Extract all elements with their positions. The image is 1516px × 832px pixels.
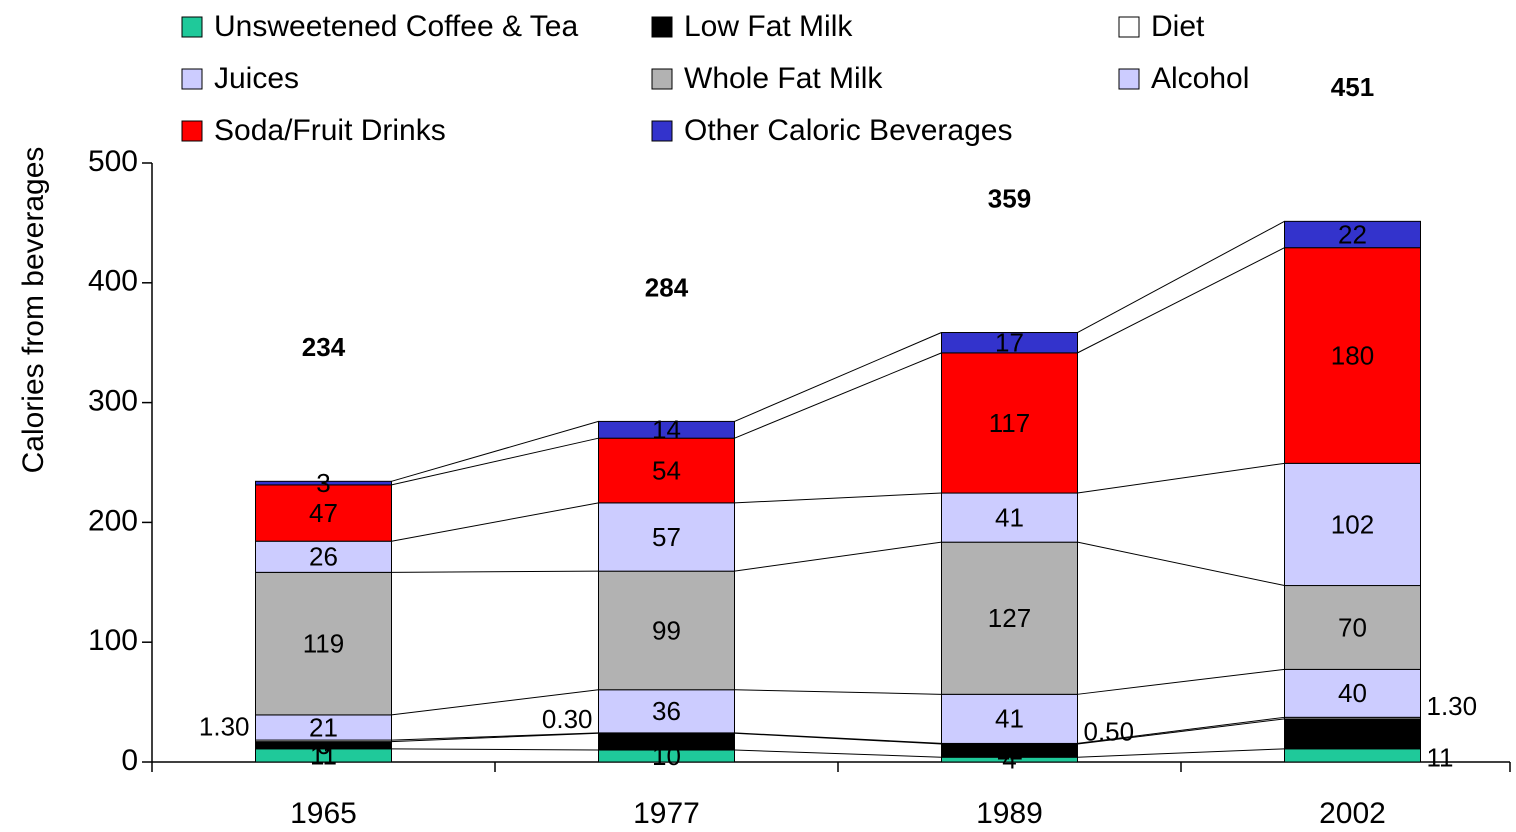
connector [391, 748, 599, 751]
data-label: 3 [316, 468, 330, 498]
data-label: 40 [1338, 678, 1367, 708]
legend-label: Alcohol [1151, 62, 1249, 95]
data-label: 47 [309, 498, 338, 528]
connector [1077, 220, 1285, 333]
bar-segment [598, 689, 735, 734]
data-label: 41 [995, 704, 1024, 734]
legend-swatch [181, 16, 203, 38]
bar-segment [941, 332, 1078, 354]
connector [1077, 748, 1285, 758]
total-label: 234 [302, 332, 346, 362]
total-label: 451 [1331, 72, 1374, 102]
legend-swatch [1118, 16, 1140, 38]
data-label: 26 [309, 542, 338, 572]
bar-segment [255, 714, 392, 741]
data-label: 1.30 [1427, 691, 1478, 721]
connector [734, 492, 942, 504]
data-label: 17 [995, 328, 1024, 358]
data-label: 70 [1338, 612, 1367, 642]
total-label: 359 [988, 183, 1031, 213]
bar-segment [1284, 247, 1421, 464]
connector [1077, 718, 1285, 745]
bar-segment [598, 437, 735, 504]
bar-segment [1284, 462, 1421, 587]
connector [1077, 462, 1285, 494]
connector [391, 437, 599, 486]
y-tick-label: 100 [88, 624, 138, 657]
bar-segment [1284, 748, 1421, 763]
legend-label: Unsweetened Coffee & Tea [214, 10, 578, 43]
bar-segment [941, 352, 1078, 494]
data-label: 11 [1427, 742, 1454, 772]
connector [734, 689, 942, 695]
bar-segment [255, 480, 392, 486]
connector [391, 732, 599, 743]
bar-segment [255, 571, 392, 716]
connector [734, 332, 942, 422]
connector [391, 502, 599, 542]
legend-swatch [181, 120, 203, 142]
data-label: 22 [1338, 219, 1367, 249]
y-tick-label: 0 [121, 744, 138, 777]
y-tick-label: 400 [88, 265, 138, 298]
data-label: 180 [1331, 340, 1374, 370]
connector [734, 732, 942, 744]
x-tick-label: 1977 [633, 797, 700, 830]
legend-label: Soda/Fruit Drinks [214, 114, 446, 147]
connector [391, 689, 599, 716]
bar-segment [941, 541, 1078, 695]
data-label: 54 [652, 455, 681, 485]
bar-segment [1284, 220, 1421, 249]
legend-swatch [181, 68, 203, 90]
legend-swatch [651, 16, 673, 38]
legend-label: Diet [1151, 10, 1205, 43]
bar-segment [1284, 718, 1421, 750]
legend-label: Low Fat Milk [684, 10, 853, 43]
data-label: 41 [995, 502, 1024, 532]
connector [1077, 541, 1285, 587]
bar-segment [598, 570, 735, 691]
bar-segment [598, 420, 735, 439]
y-axis-label: Calories from beverages [17, 147, 50, 474]
data-label: 57 [652, 522, 681, 552]
connector [734, 352, 942, 439]
y-tick-label: 200 [88, 504, 138, 537]
bar-segment [941, 492, 1078, 543]
y-tick-label: 300 [88, 385, 138, 418]
y-tick-label: 500 [88, 145, 138, 178]
total-label: 284 [645, 272, 689, 302]
x-tick-label: 2002 [1319, 797, 1386, 830]
legend-label: Whole Fat Milk [684, 62, 883, 95]
connector [391, 570, 599, 573]
legend-swatch [651, 68, 673, 90]
data-label: 117 [989, 408, 1030, 438]
connector [1077, 668, 1285, 695]
data-label: 127 [988, 603, 1031, 633]
connector [734, 749, 942, 758]
data-label: 21 [309, 712, 338, 742]
data-label: 102 [1331, 509, 1374, 539]
data-label: 119 [303, 629, 344, 659]
x-tick-label: 1989 [976, 797, 1043, 830]
connector [391, 420, 599, 482]
legend-label: Other Caloric Beverages [684, 114, 1012, 147]
bar-segment [1284, 668, 1421, 718]
bar-segment [598, 502, 735, 572]
bar-segment [1284, 585, 1421, 670]
connector [1077, 716, 1285, 744]
data-label: 0.30 [542, 704, 593, 734]
connector [1077, 247, 1285, 354]
connector [734, 541, 942, 572]
connector [391, 732, 599, 741]
legend-label: Juices [214, 62, 299, 95]
data-label: 99 [652, 615, 681, 645]
x-tick-label: 1965 [290, 797, 357, 830]
data-label: 14 [652, 415, 681, 445]
data-label: 36 [652, 696, 681, 726]
legend-swatch [651, 120, 673, 142]
legend-swatch [1118, 68, 1140, 90]
data-label: 1.30 [199, 712, 250, 742]
